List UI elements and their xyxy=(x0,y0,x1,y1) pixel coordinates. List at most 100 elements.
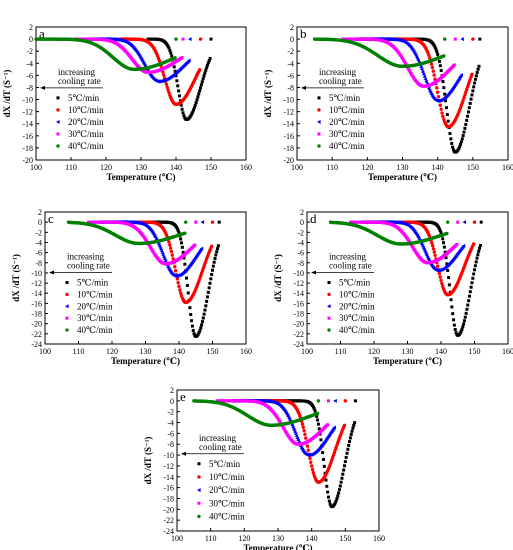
x-tick-label: 130 xyxy=(402,347,414,356)
data-point xyxy=(209,37,213,41)
data-point xyxy=(475,70,479,74)
data-point xyxy=(202,74,206,78)
data-point xyxy=(293,432,298,437)
data-point xyxy=(202,312,206,316)
x-tick-label: 140 xyxy=(306,534,318,543)
data-point xyxy=(450,141,454,145)
data-point xyxy=(326,423,330,427)
x-axis-label: Temperature (℃) xyxy=(111,356,180,366)
data-point xyxy=(161,255,166,260)
x-tick-label: 100 xyxy=(171,534,183,543)
data-point xyxy=(437,59,441,63)
data-point xyxy=(342,464,346,468)
data-point xyxy=(347,443,351,447)
data-point xyxy=(333,398,337,403)
data-point xyxy=(442,245,446,249)
data-point xyxy=(334,499,338,503)
data-point xyxy=(444,256,448,260)
data-point xyxy=(166,88,170,92)
data-point xyxy=(160,251,164,256)
data-point xyxy=(459,330,463,334)
legend-marker xyxy=(317,119,321,124)
x-tick-label: 140 xyxy=(432,163,444,172)
data-point xyxy=(442,117,446,122)
data-point xyxy=(408,69,412,73)
y-tick-label: -10 xyxy=(31,269,42,278)
legend-label: 20℃/min xyxy=(339,301,375,311)
y-tick-label: 0 xyxy=(290,35,294,44)
data-point xyxy=(445,262,449,266)
data-point xyxy=(460,37,464,42)
y-tick-label: -14 xyxy=(293,289,304,298)
data-point xyxy=(208,281,212,285)
data-point xyxy=(441,80,445,84)
legend-label: 30℃/min xyxy=(68,129,104,139)
data-point xyxy=(444,99,448,103)
x-tick-label: 150 xyxy=(205,163,217,172)
data-point xyxy=(352,423,356,427)
data-point xyxy=(306,448,310,452)
data-point xyxy=(430,244,435,248)
y-tick-label: -20 xyxy=(293,320,304,329)
data-point xyxy=(445,231,449,236)
data-point xyxy=(450,305,454,309)
data-point xyxy=(322,464,326,468)
data-point xyxy=(166,44,170,48)
data-point xyxy=(460,101,464,105)
legend-marker xyxy=(65,328,69,332)
data-point xyxy=(435,50,439,54)
legend-marker xyxy=(327,316,331,320)
data-point xyxy=(471,242,476,246)
data-point xyxy=(321,457,325,461)
data-point xyxy=(465,118,469,122)
legend-marker xyxy=(317,96,321,100)
legend-marker xyxy=(65,292,69,297)
y-tick-label: -12 xyxy=(163,462,174,471)
data-point xyxy=(348,440,352,444)
data-point xyxy=(170,54,174,58)
data-point xyxy=(472,220,477,224)
data-point xyxy=(458,145,462,149)
data-point xyxy=(476,67,480,71)
data-point xyxy=(174,74,178,78)
data-point xyxy=(311,405,315,409)
x-tick-label: 150 xyxy=(469,347,481,356)
legend-marker xyxy=(56,132,60,136)
legend-label: 40℃/min xyxy=(209,511,245,521)
legend-label: 20℃/min xyxy=(209,485,245,495)
y-tick-label: -8 xyxy=(297,259,304,268)
y-tick-label: 0 xyxy=(29,35,33,44)
data-point xyxy=(324,478,328,482)
y-tick-label: 2 xyxy=(38,208,42,217)
data-point xyxy=(300,422,305,426)
data-point xyxy=(169,51,173,55)
y-tick-label: -10 xyxy=(22,96,33,105)
data-point xyxy=(315,414,319,418)
y-tick-label: -20 xyxy=(283,156,294,165)
data-point xyxy=(436,94,441,99)
data-point xyxy=(200,320,204,324)
data-point xyxy=(442,241,446,245)
y-tick-label: -14 xyxy=(163,473,174,482)
data-point xyxy=(436,225,440,229)
data-point xyxy=(435,86,439,90)
data-point xyxy=(432,250,436,254)
data-point xyxy=(342,468,346,472)
data-point xyxy=(168,243,172,247)
data-point xyxy=(182,256,186,260)
data-point xyxy=(172,65,176,69)
data-point xyxy=(294,434,299,439)
data-point xyxy=(196,332,200,336)
data-point xyxy=(432,43,436,47)
data-point xyxy=(199,326,203,330)
data-point xyxy=(454,331,458,335)
data-point xyxy=(191,110,195,114)
data-point xyxy=(181,111,185,115)
data-point xyxy=(348,436,352,440)
data-point xyxy=(188,306,192,310)
data-point xyxy=(461,98,465,102)
legend-marker xyxy=(65,304,69,309)
